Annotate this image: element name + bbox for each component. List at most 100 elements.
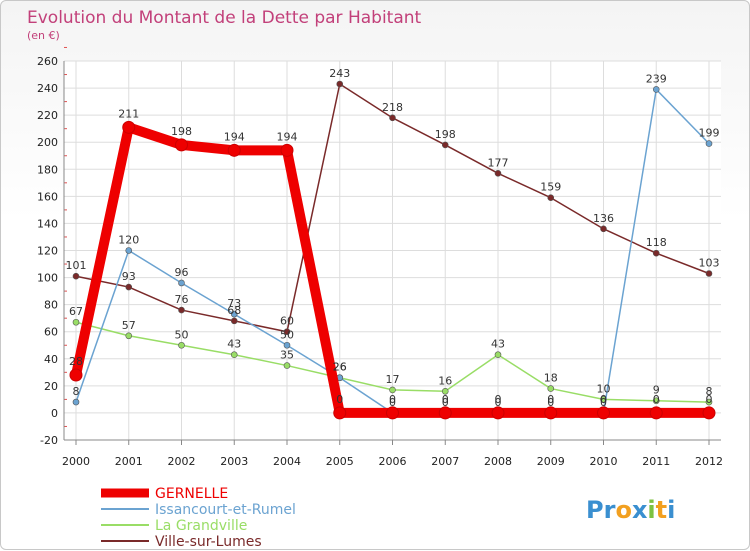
y-tick-label: 160	[37, 190, 58, 203]
x-tick-label: 2010	[590, 455, 618, 468]
data-label: 239	[646, 72, 667, 85]
data-point	[72, 398, 80, 406]
data-point	[122, 120, 136, 134]
data-point	[125, 247, 133, 254]
data-label: 76	[175, 293, 189, 306]
proxiti-logo: Proxiti	[586, 496, 675, 524]
data-point	[178, 279, 185, 287]
data-point	[705, 140, 713, 147]
data-label: 199	[699, 127, 720, 140]
y-tick-label: 220	[37, 109, 58, 122]
data-label: 17	[386, 373, 400, 386]
data-labels: 101 93 76 68 60 243 218 198 177 159 136 118 103 67 57 5…	[66, 67, 720, 409]
data-label: 26	[333, 361, 347, 374]
y-tick-label: -20	[40, 434, 58, 447]
data-label: 67	[69, 305, 83, 318]
data-point	[705, 398, 713, 406]
chart-subtitle: (en €)	[27, 29, 60, 42]
data-label: 0	[547, 396, 554, 409]
data-label: 16	[438, 374, 452, 387]
data-label: 0	[706, 393, 713, 406]
x-tick-label: 2000	[62, 455, 90, 468]
data-label: 0	[442, 396, 449, 409]
data-point	[389, 114, 396, 122]
data-label: 159	[540, 181, 561, 194]
axes: -200204060801001201401601802002202402602…	[37, 46, 723, 468]
x-tick-label: 2011	[642, 455, 670, 468]
data-point	[702, 406, 716, 420]
y-tick-label: 180	[37, 163, 58, 176]
data-label: 93	[122, 270, 136, 283]
data-label: 0	[389, 393, 396, 406]
y-tick-label: 40	[44, 353, 58, 366]
data-point	[705, 270, 713, 277]
legend-entry: Issancourt-et-Rumel	[155, 502, 296, 518]
data-label: 50	[280, 328, 294, 341]
data-label: 198	[171, 125, 192, 138]
data-label: 0	[653, 393, 660, 406]
data-label: 0	[336, 393, 343, 406]
data-label: 8	[706, 385, 713, 398]
y-tick-label: 0	[51, 407, 58, 420]
grid-lines	[64, 60, 721, 441]
legend-entry: La Grandville	[155, 518, 247, 534]
data-point	[597, 406, 610, 420]
data-label: 194	[224, 130, 245, 143]
data-point	[280, 143, 294, 157]
data-label: 50	[175, 328, 189, 341]
x-tick-label: 2006	[379, 455, 407, 468]
data-label: 0	[495, 396, 502, 409]
data-point	[283, 328, 291, 336]
data-label: 194	[277, 130, 298, 143]
data-point	[230, 310, 238, 318]
data-label: 10	[597, 382, 611, 395]
data-point	[441, 141, 449, 149]
data-label: 18	[544, 372, 558, 385]
data-label: 198	[435, 128, 456, 141]
series-gernelle	[69, 120, 716, 420]
data-point	[389, 386, 396, 394]
data-label: 73	[227, 297, 241, 310]
data-point	[652, 397, 660, 405]
legend-entry: GERNELLE	[155, 486, 228, 502]
x-tick-label: 2005	[326, 455, 354, 468]
y-tick-label: 20	[44, 380, 58, 393]
data-label: 35	[280, 349, 294, 362]
data-point	[230, 351, 238, 359]
x-tick-label: 2003	[220, 455, 248, 468]
data-label: 57	[122, 319, 136, 332]
y-tick-label: 240	[37, 82, 58, 95]
data-label: 103	[699, 257, 720, 270]
data-point	[178, 306, 185, 314]
data-point	[175, 138, 188, 152]
data-point	[230, 317, 238, 325]
data-label: 9	[653, 384, 660, 397]
data-label: 68	[227, 304, 241, 317]
data-point	[72, 272, 80, 280]
data-label: 101	[66, 259, 87, 272]
x-tick-label: 2012	[695, 455, 723, 468]
data-point	[283, 341, 291, 349]
y-tick-label: 60	[44, 326, 58, 339]
x-tick-label: 2008	[484, 455, 512, 468]
data-label: 218	[382, 101, 403, 114]
data-label: 0	[389, 396, 396, 409]
x-tick-label: 2009	[537, 455, 565, 468]
series-ville-sur-lumes	[72, 80, 713, 336]
data-point	[491, 406, 505, 420]
data-point	[336, 80, 344, 88]
data-point	[125, 332, 133, 340]
data-label: 120	[118, 234, 139, 247]
data-point	[600, 225, 607, 233]
data-point	[386, 406, 399, 420]
data-point	[494, 351, 502, 359]
y-tick-label: 200	[37, 136, 58, 149]
data-point	[547, 385, 555, 392]
x-tick-label: 2001	[115, 455, 143, 468]
data-point	[652, 249, 660, 257]
data-point	[438, 406, 452, 420]
data-label: 43	[227, 338, 241, 351]
